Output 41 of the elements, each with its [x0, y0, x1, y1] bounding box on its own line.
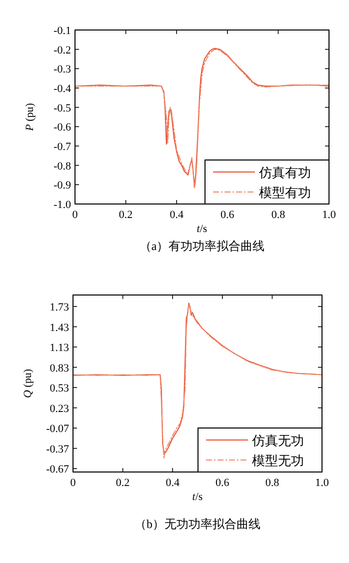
x-tick-label: 1.0 — [315, 477, 330, 489]
text: （a）有功功率拟合曲线 — [139, 239, 265, 253]
x-tick-label: 1.0 — [322, 209, 336, 221]
y-tick-label: 1.13 — [50, 342, 70, 354]
x-tick-label: 0.4 — [166, 477, 180, 489]
y-axis-title: P (pu) — [24, 102, 36, 132]
y-tick-label: -0.8 — [54, 160, 72, 172]
y-tick-label: 1.73 — [50, 301, 70, 314]
x-tick-label: 0.6 — [220, 209, 235, 221]
y-axis-title: Q (pu) — [22, 368, 34, 398]
y-tick-label: -0.67 — [46, 464, 70, 476]
x-tick-label: 0.6 — [216, 477, 230, 489]
x-tick-label: 0.8 — [271, 209, 286, 221]
x-tick-label: 0.2 — [118, 209, 133, 221]
y-tick-label: -0.1 — [54, 25, 71, 37]
y-tick-label: 0.53 — [50, 382, 70, 395]
y-tick-label: -0.07 — [46, 423, 70, 436]
x-tick-label: 0.8 — [265, 477, 280, 489]
y-tick-label: -0.9 — [54, 180, 72, 192]
y-tick-label: -1.0 — [54, 199, 72, 211]
y-tick-label: 0.23 — [50, 402, 70, 415]
y-tick-label: -0.2 — [54, 44, 71, 56]
y-tick-label: -0.7 — [54, 141, 72, 153]
y-tick-label: -0.4 — [54, 83, 72, 95]
x-tick-label: 0 — [70, 477, 76, 489]
y-tick-label: 1.43 — [50, 322, 70, 334]
x-axis-title: t/s — [196, 223, 208, 235]
legend-label: 模型有功 — [259, 185, 311, 200]
y-tick-label: -0.6 — [54, 122, 72, 134]
x-axis-title: t/s — [192, 491, 203, 503]
y-tick-label: 0.83 — [50, 362, 70, 374]
text: （b）无功功率拟合曲线 — [134, 517, 260, 531]
x-tick-label: 0.4 — [170, 209, 184, 221]
x-tick-label: 0.2 — [116, 477, 130, 489]
x-tick-label: 0 — [72, 209, 78, 221]
y-tick-label: -0.3 — [54, 64, 72, 76]
y-tick-label: -0.37 — [46, 443, 70, 456]
legend-label: 仿真有功 — [258, 165, 311, 180]
legend-label: 仿真无功 — [251, 433, 304, 448]
legend-label: 模型无功 — [252, 453, 304, 468]
y-tick-label: -0.5 — [54, 102, 72, 114]
